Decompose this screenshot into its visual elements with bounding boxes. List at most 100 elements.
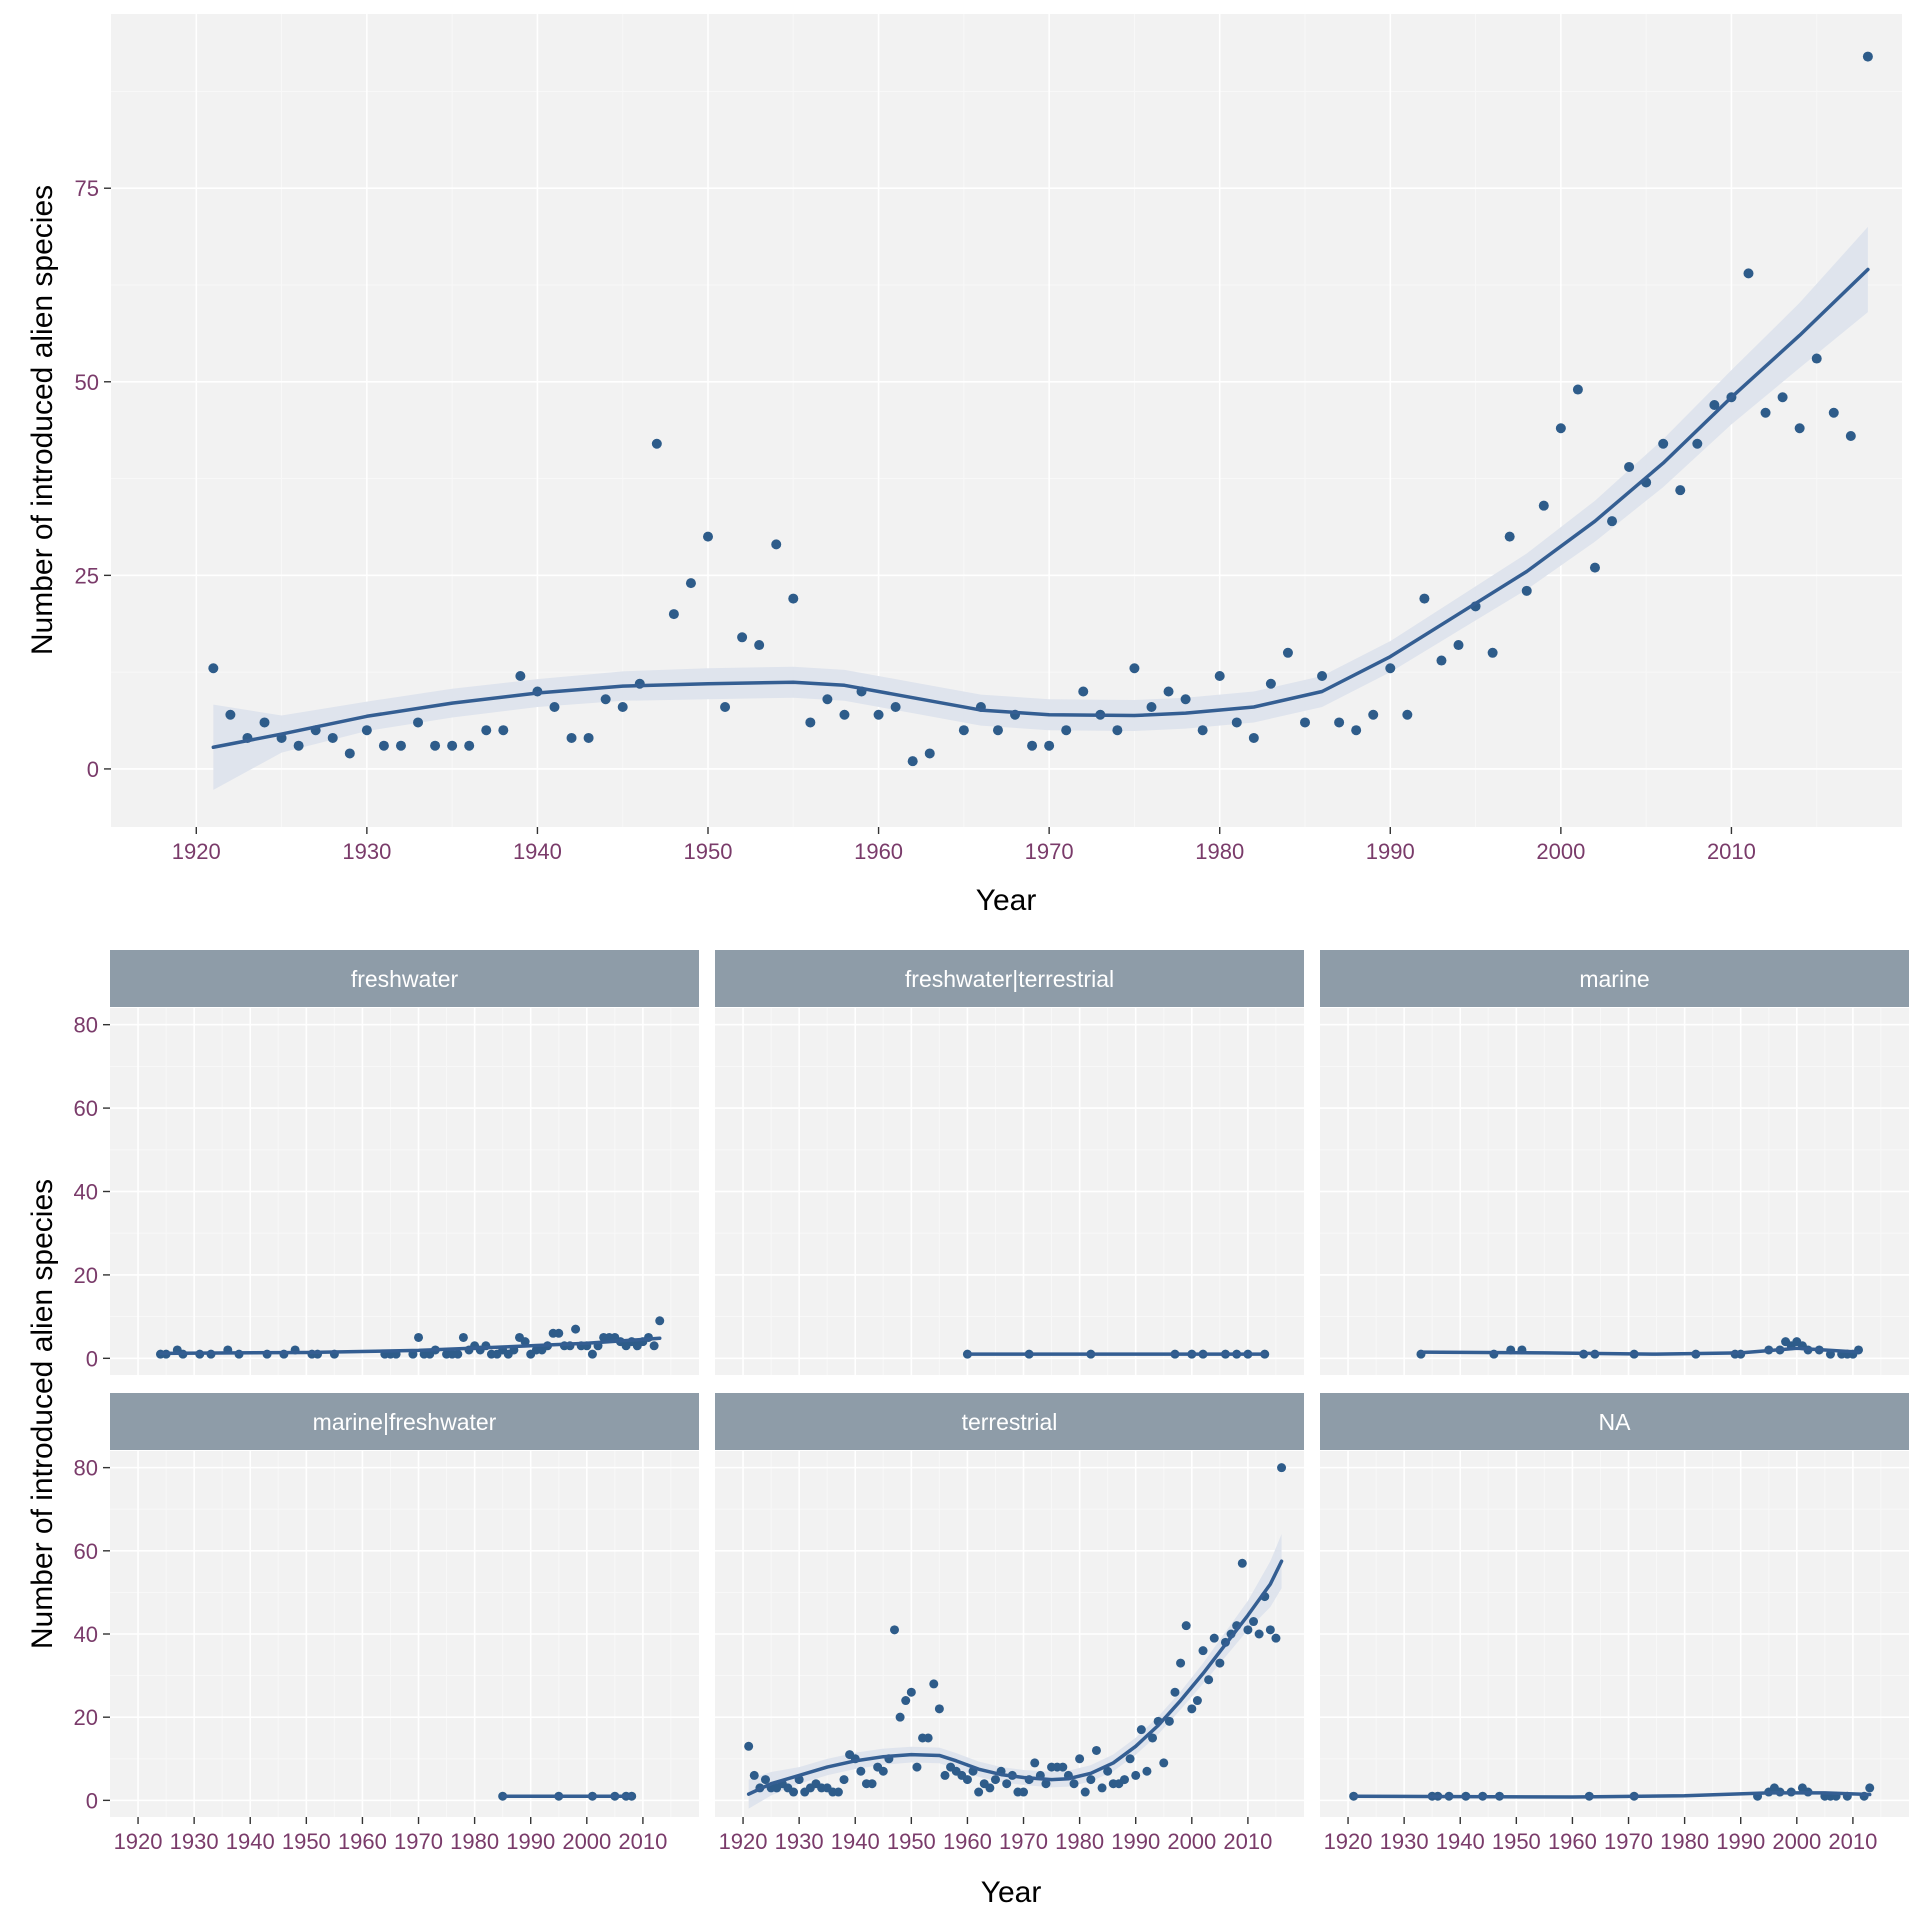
data-point [1385, 663, 1396, 674]
x-tick-label: 1950 [684, 839, 733, 864]
data-point [895, 1712, 905, 1722]
data-point [901, 1696, 911, 1706]
data-point [1243, 1625, 1253, 1635]
data-point [906, 1687, 916, 1697]
facet-panel: 0 20 40 60 80 1920 1930 1940 1950 1960 1970 1980 199… [74, 1451, 699, 1854]
facet-strip-background [1320, 1393, 1909, 1450]
x-tick-label: 1950 [1492, 1829, 1541, 1854]
x-tick-label: 2000 [562, 1829, 611, 1854]
data-point [907, 756, 918, 767]
x-tick-label: 1980 [1660, 1829, 1709, 1854]
data-point [685, 578, 696, 589]
data-point [1204, 1675, 1214, 1685]
x-axis-title: Year [976, 884, 1037, 917]
data-point [1097, 1783, 1107, 1793]
data-point [1119, 1775, 1129, 1785]
x-axis-title: Year [981, 1876, 1042, 1909]
data-point [1282, 647, 1293, 658]
data-point [1231, 717, 1242, 728]
y-tick-label: 25 [75, 563, 99, 588]
x-tick-label: 1940 [1436, 1829, 1485, 1854]
data-point [1368, 709, 1379, 720]
data-point [992, 725, 1003, 736]
data-point [1271, 1633, 1281, 1643]
x-tick-label: 1930 [170, 1829, 219, 1854]
data-point [749, 1770, 759, 1780]
data-point [225, 709, 236, 720]
data-point [1002, 1779, 1012, 1789]
data-point [1777, 392, 1788, 403]
data-point [929, 1679, 939, 1689]
y-tick-label: 40 [74, 1180, 98, 1205]
x-tick-label: 1930 [1380, 1829, 1429, 1854]
data-point [1811, 353, 1822, 364]
data-point [464, 740, 475, 751]
data-point [1159, 1758, 1169, 1768]
smooth-line [746, 1559, 1284, 1796]
x-tick-label: 2000 [1167, 1829, 1216, 1854]
x-tick-label: 1980 [450, 1829, 499, 1854]
data-point [1027, 740, 1038, 751]
x-tick-label: 1990 [1366, 839, 1415, 864]
data-point [1265, 678, 1276, 689]
y-tick-label: 0 [87, 757, 99, 782]
data-point [1080, 1787, 1090, 1797]
data-point [1075, 1754, 1085, 1764]
data-point [771, 539, 782, 550]
data-point [1555, 423, 1566, 434]
data-point [587, 1349, 597, 1359]
data-point [1865, 1783, 1875, 1793]
data-point [1091, 1745, 1101, 1755]
y-tick-label: 20 [74, 1263, 98, 1288]
x-tick-label: 1990 [1111, 1829, 1160, 1854]
data-point [515, 671, 526, 682]
data-point [1187, 1704, 1197, 1714]
facet-strip-background [110, 1393, 699, 1450]
data-point [1131, 1770, 1141, 1780]
data-point [1198, 1646, 1208, 1656]
data-point [1136, 1725, 1146, 1735]
data-point [259, 717, 270, 728]
data-point [1453, 640, 1464, 651]
data-point [1142, 1766, 1152, 1776]
data-point [985, 1783, 995, 1793]
x-tick-label: 1970 [394, 1829, 443, 1854]
data-point [924, 748, 935, 759]
data-point [760, 1775, 770, 1785]
data-point [1197, 725, 1208, 736]
facet-strip-label: NA [1599, 1409, 1632, 1435]
data-point [293, 740, 304, 751]
data-point [1862, 51, 1873, 62]
x-tick-label: 1980 [1195, 839, 1244, 864]
data-point [1572, 384, 1583, 395]
facet-strip-background [715, 1393, 1304, 1450]
y-tick-label: 60 [74, 1096, 98, 1121]
data-point [873, 709, 884, 720]
data-point [1209, 1633, 1219, 1643]
data-point [1709, 400, 1720, 411]
data-point [571, 1324, 581, 1334]
data-point [1214, 671, 1225, 682]
facet-strip: terrestrial [715, 1393, 1304, 1450]
x-tick-label: 1930 [342, 839, 391, 864]
y-tick-label: 80 [74, 1456, 98, 1481]
smooth-line [158, 1336, 662, 1356]
data-point [1163, 686, 1174, 697]
data-point [414, 1332, 424, 1342]
data-point [1504, 531, 1515, 542]
data-point [962, 1775, 972, 1785]
confidence-ribbon [748, 1534, 1282, 1809]
facet-strip-background [110, 950, 699, 1007]
x-tick-label: 1940 [226, 1829, 275, 1854]
facet-panel: 0 20 40 60 80 [74, 1008, 699, 1375]
data-point [481, 725, 492, 736]
data-point [1058, 1762, 1068, 1772]
smooth-line [1351, 1791, 1872, 1799]
smooth-line [1419, 1346, 1861, 1356]
x-tick-label: 1950 [887, 1829, 936, 1854]
data-point [912, 1762, 922, 1772]
x-tick-label: 1960 [338, 1829, 387, 1854]
facet-strip-background [1320, 950, 1909, 1007]
data-point [833, 1787, 843, 1797]
data-point [413, 717, 424, 728]
